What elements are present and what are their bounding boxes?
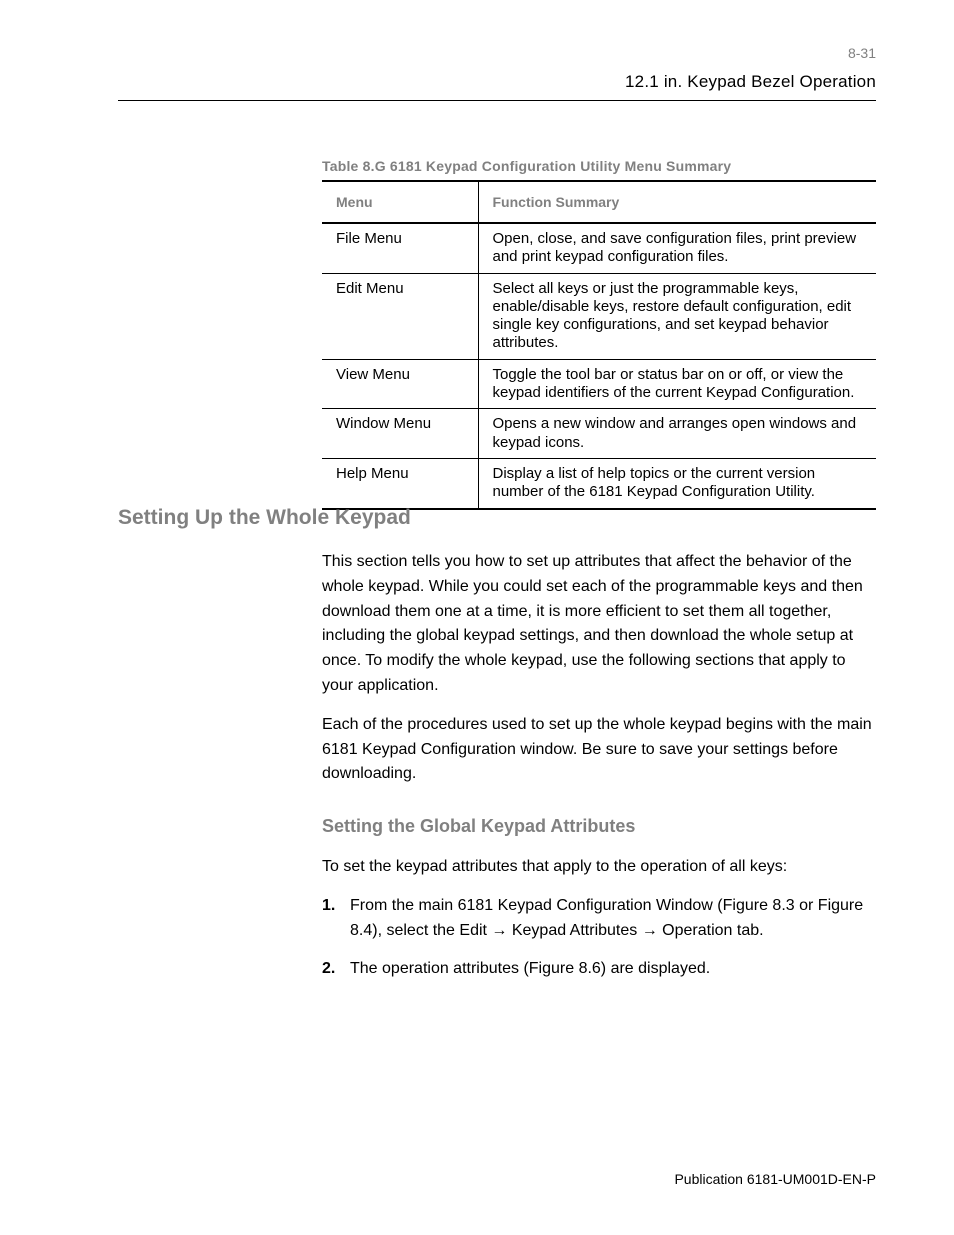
paragraph: Each of the procedures used to set up th… bbox=[322, 713, 876, 787]
page-number: 8-31 bbox=[848, 45, 876, 61]
menu-cell: File Menu bbox=[322, 223, 478, 273]
menu-cell: Edit Menu bbox=[322, 273, 478, 359]
step-text: From the main 6181 Keypad Configuration … bbox=[350, 894, 876, 944]
desc-cell: Opens a new window and arranges open win… bbox=[478, 409, 876, 459]
step-number: 1. bbox=[322, 894, 350, 944]
table-header-row: Menu Function Summary bbox=[322, 181, 876, 223]
step-item: 2. The operation attributes (Figure 8.6)… bbox=[322, 957, 876, 982]
table-row: Help Menu Display a list of help topics … bbox=[322, 458, 876, 508]
step-list: 1. From the main 6181 Keypad Configurati… bbox=[322, 894, 876, 982]
table-row: Edit Menu Select all keys or just the pr… bbox=[322, 273, 876, 359]
paragraph: To set the keypad attributes that apply … bbox=[322, 855, 876, 880]
menu-cell: Window Menu bbox=[322, 409, 478, 459]
footer-publication: Publication 6181-UM001D-EN-P bbox=[674, 1171, 876, 1187]
column-header-menu: Menu bbox=[322, 181, 478, 223]
body-section: Setting Up the Whole Keypad This section… bbox=[118, 506, 876, 996]
table-caption: Table 8.G 6181 Keypad Configuration Util… bbox=[322, 158, 876, 174]
body-text: This section tells you how to set up att… bbox=[322, 550, 876, 880]
desc-cell: Open, close, and save configuration file… bbox=[478, 223, 876, 273]
paragraph: This section tells you how to set up att… bbox=[322, 550, 876, 699]
arrow-icon: → bbox=[642, 922, 658, 939]
step-number: 2. bbox=[322, 957, 350, 982]
menu-cell: Help Menu bbox=[322, 458, 478, 508]
step-text-part: Operation tab. bbox=[658, 922, 764, 939]
arrow-icon: → bbox=[491, 922, 507, 939]
step-text: The operation attributes (Figure 8.6) ar… bbox=[350, 957, 876, 982]
table-row: Window Menu Opens a new window and arran… bbox=[322, 409, 876, 459]
document-page: 8-31 12.1 in. Keypad Bezel Operation Tab… bbox=[0, 0, 954, 1235]
menu-summary-table: Menu Function Summary File Menu Open, cl… bbox=[322, 180, 876, 510]
page-header-title: 12.1 in. Keypad Bezel Operation bbox=[625, 72, 876, 92]
table-row: View Menu Toggle the tool bar or status … bbox=[322, 359, 876, 409]
header-rule bbox=[118, 100, 876, 101]
section-heading: Setting Up the Whole Keypad bbox=[118, 506, 876, 530]
subsection-heading: Setting the Global Keypad Attributes bbox=[322, 813, 876, 841]
desc-cell: Toggle the tool bar or status bar on or … bbox=[478, 359, 876, 409]
desc-cell: Display a list of help topics or the cur… bbox=[478, 458, 876, 508]
step-item: 1. From the main 6181 Keypad Configurati… bbox=[322, 894, 876, 944]
table-row: File Menu Open, close, and save configur… bbox=[322, 223, 876, 273]
desc-cell: Select all keys or just the programmable… bbox=[478, 273, 876, 359]
menu-cell: View Menu bbox=[322, 359, 478, 409]
column-header-function: Function Summary bbox=[478, 181, 876, 223]
step-text-part: Keypad Attributes bbox=[507, 922, 641, 939]
